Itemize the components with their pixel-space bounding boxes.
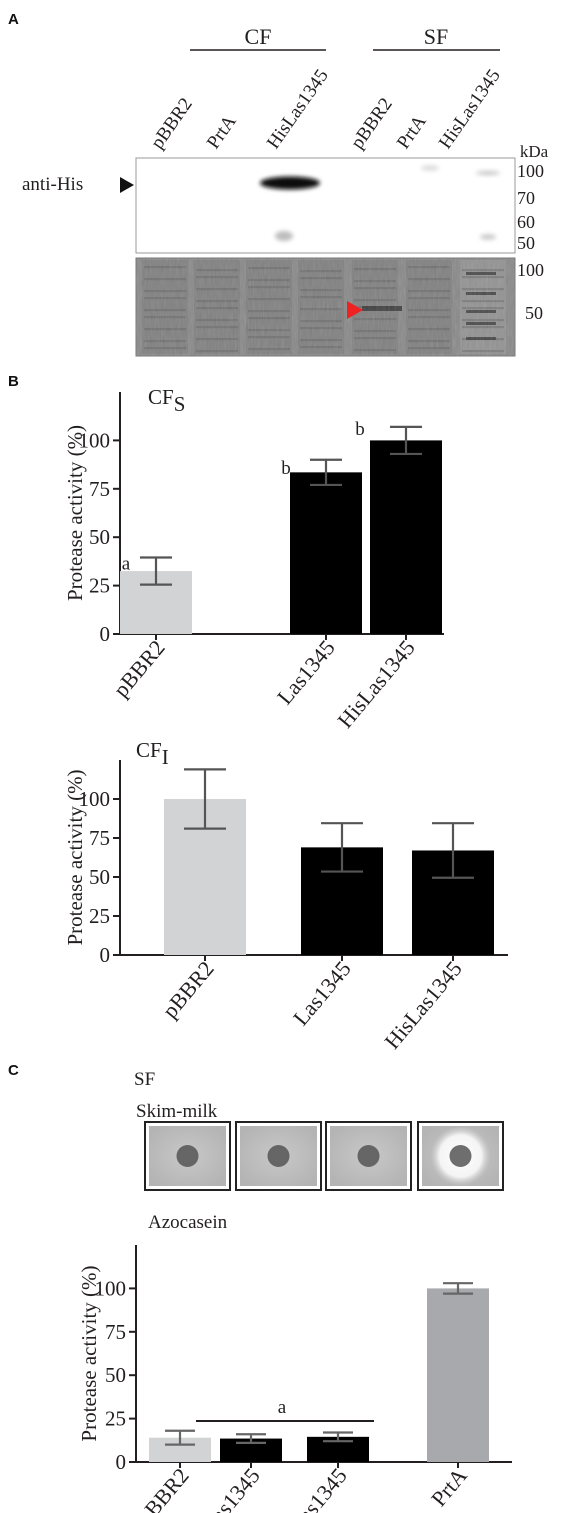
y-tick-label: 100 [79,428,111,452]
significance-letter: b [355,419,365,440]
colony-spot [267,1145,290,1167]
blot-marker-100: 100 [517,161,544,181]
panel-c-letter: C [8,1062,19,1079]
panel-b-letter: B [8,373,19,390]
skim-milk-plates [144,1121,504,1191]
y-tick-label: 25 [89,574,110,598]
x-tick-label: pBBR2 [157,956,219,1023]
cf-group-label: CF [245,24,272,49]
y-tick-label: 75 [89,826,110,850]
y-tick-label: 50 [89,525,110,549]
y-tick-label: 25 [89,904,110,928]
colony-spot [357,1145,380,1167]
anti-his-label: anti-His [22,174,83,195]
y-tick-label: 75 [89,477,110,501]
y-tick-label: 25 [105,1407,126,1431]
blot-marker-70: 70 [517,188,535,208]
y-axis-label: Protease activity (%) [63,425,87,601]
bar [290,472,362,634]
x-tick-label: HisLas1345 [332,635,419,733]
y-tick-label: 100 [79,787,111,811]
colony-spot [449,1145,472,1167]
y-tick-label: 50 [105,1363,126,1387]
blot-marker-60: 60 [517,212,535,232]
x-tick-label: HisLas1345 [379,956,466,1054]
colony-spot [176,1145,199,1167]
x-tick-label: PrtA [426,1463,472,1511]
y-tick-label: 0 [116,1450,127,1474]
x-tick-label: Las1345 [288,956,356,1030]
lane-label: PrtA [393,111,431,153]
y-tick-label: 50 [89,865,110,889]
x-tick-label: Las1345 [272,635,340,709]
anti-his-blot [135,157,516,254]
panel-a-letter: A [8,11,19,28]
gel-marker-50: 50 [525,303,543,323]
bar [220,1438,282,1462]
chart-title: CFS [148,385,185,416]
y-tick-label: 75 [105,1320,126,1344]
bar [427,1288,489,1462]
lane-label: pBBR2 [347,94,397,153]
skim-milk-label: Skim-milk [136,1101,218,1122]
x-tick-label: Las1345 [197,1463,265,1513]
y-axis-label: Protease activity (%) [63,769,87,945]
y-tick-label: 0 [100,943,111,967]
x-tick-label: HisLas1345 [264,1463,351,1513]
y-tick-label: 100 [95,1276,127,1300]
x-tick-label: pBBR2 [132,1463,194,1513]
his-band [260,176,320,190]
significance-letter: a [278,1397,287,1418]
y-axis-label: Protease activity (%) [77,1265,101,1441]
kda-unit-label: kDa [520,142,549,161]
sf-group-label: SF [424,24,448,49]
chart-title: CFI [136,738,169,769]
y-tick-label: 0 [100,622,111,646]
x-tick-label: pBBR2 [108,635,170,702]
bar [370,440,442,634]
anti-his-arrow-icon [120,177,134,193]
lane-label: pBBR2 [147,94,197,153]
blot-marker-50: 50 [517,233,535,253]
lane-label: HisLas1345 [263,66,333,153]
lane-label: PrtA [203,111,241,153]
faint-band [275,231,293,241]
sf-fraction-label: SF [134,1069,155,1090]
lane-label: HisLas1345 [435,66,505,153]
gel-arrow-icon [347,301,363,319]
significance-letter: b [281,458,291,479]
azocasein-label: Azocasein [148,1212,228,1233]
significance-letter: a [122,554,131,575]
gel-marker-100: 100 [517,260,544,280]
